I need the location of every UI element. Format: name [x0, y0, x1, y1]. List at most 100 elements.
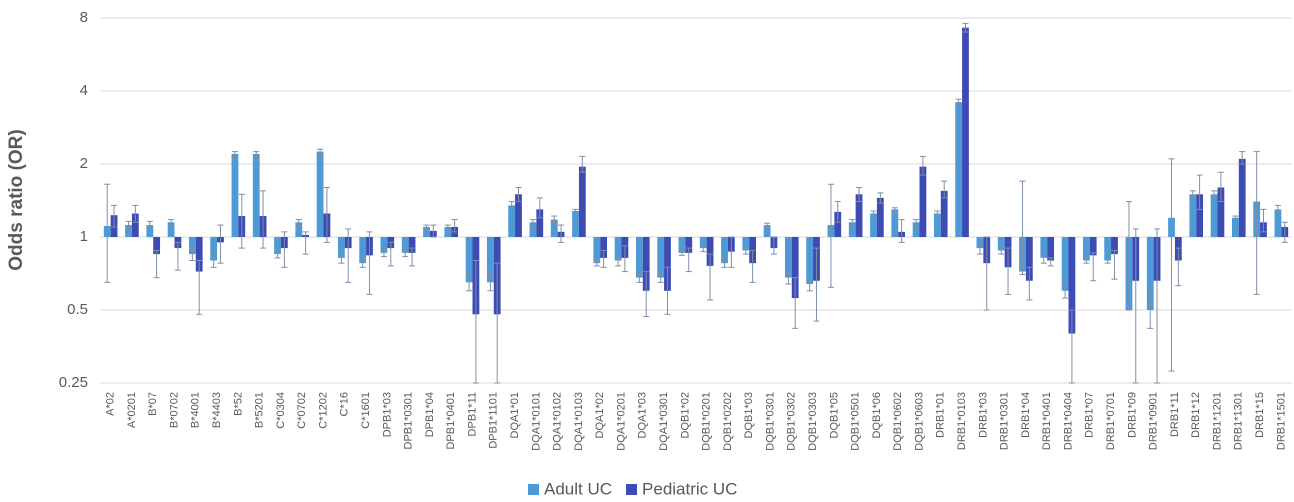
bar	[912, 222, 920, 237]
x-tick-label: DQB1*0202	[722, 392, 734, 451]
bar	[337, 237, 345, 258]
bar	[423, 226, 430, 237]
bar	[1082, 237, 1090, 261]
y-axis-label: Odds ratio (OR)	[6, 129, 27, 270]
x-tick-label: DPB1*1101	[488, 392, 500, 449]
x-tick-label: C*0702	[296, 392, 308, 429]
bar	[635, 237, 643, 278]
y-tick-label: 0.5	[67, 301, 88, 318]
x-tick-label: DPB1*0301	[403, 392, 415, 450]
x-tick-label: DQA1*0201	[615, 392, 627, 451]
x-tick-label: DRB1*04	[1020, 392, 1032, 438]
bar	[642, 237, 650, 291]
y-tick-label: 0.25	[59, 374, 88, 391]
bar	[1040, 237, 1048, 258]
x-tick-label: B*07	[147, 392, 159, 416]
x-tick-label: DQB1*06	[871, 392, 883, 438]
bar	[578, 166, 586, 237]
bar	[167, 222, 175, 237]
bar	[231, 153, 239, 237]
bar	[1104, 237, 1112, 261]
x-tick-label: B*0702	[168, 392, 180, 428]
bar	[1047, 237, 1055, 261]
y-tick-label: 4	[80, 82, 88, 99]
x-tick-label: DRB1*09	[1126, 392, 1138, 438]
x-tick-label: DPB1*11	[466, 392, 478, 436]
x-tick-label: DQA1*0301	[658, 392, 670, 451]
bar	[806, 237, 814, 285]
bar	[940, 190, 948, 237]
bar	[664, 237, 671, 291]
x-tick-label: DRB1*01	[935, 392, 947, 438]
bar	[295, 222, 303, 237]
x-tick-label: DRB1*0701	[1105, 392, 1117, 450]
x-tick-label: DQB1*0603	[913, 392, 925, 451]
bar	[1111, 237, 1118, 255]
bar	[685, 237, 693, 253]
bar	[380, 237, 388, 253]
bar	[1274, 209, 1282, 237]
bar	[515, 194, 522, 237]
bar	[146, 225, 154, 237]
bar	[1025, 237, 1033, 281]
bar	[876, 197, 884, 237]
x-tick-label: DQB1*0301	[764, 392, 776, 451]
bar	[855, 194, 863, 237]
x-tick-label: DRB1*03	[977, 392, 989, 438]
x-tick-label: DQA1*02	[594, 392, 606, 438]
bar	[1231, 217, 1239, 237]
bar	[955, 102, 963, 238]
bar	[1061, 237, 1069, 291]
bar	[997, 237, 1005, 251]
x-tick-label: B*4001	[190, 392, 202, 428]
bar	[125, 225, 132, 237]
bar	[529, 222, 537, 237]
bar	[763, 225, 771, 237]
x-tick-label: DQB1*03	[743, 392, 755, 438]
bar	[593, 237, 601, 264]
x-tick-label: DQB1*05	[828, 392, 840, 438]
bar	[316, 151, 324, 237]
bar	[706, 237, 714, 266]
x-tick-label: DRB1*0103	[956, 392, 968, 450]
bar	[1238, 158, 1246, 237]
bar	[1146, 237, 1154, 310]
bar	[614, 237, 622, 261]
x-tick-label: DQA1*01	[509, 392, 521, 438]
bar	[791, 237, 799, 299]
bar	[465, 237, 473, 283]
bar	[1217, 187, 1225, 237]
bar	[408, 237, 416, 253]
x-tick-label: DQB1*0303	[807, 392, 819, 451]
x-tick-label: B*5201	[254, 392, 266, 428]
bar	[678, 237, 686, 253]
x-tick-label: C*0304	[275, 392, 287, 429]
x-tick-label: DQA1*0103	[573, 392, 585, 451]
x-tick-label: C*16	[339, 392, 351, 416]
x-tick-label: C*1601	[360, 392, 372, 429]
x-tick-label: DRB1*07	[1084, 392, 1096, 438]
x-tick-label: DQA1*0102	[552, 392, 564, 451]
bar	[210, 237, 218, 261]
bar	[359, 237, 367, 264]
bar	[550, 219, 558, 237]
legend-swatch	[626, 484, 638, 495]
legend-label: Pediatric UC	[642, 479, 737, 498]
x-tick-label: DRB1*11	[1169, 392, 1181, 437]
bar	[444, 226, 452, 237]
bar	[870, 213, 877, 237]
bar	[1189, 194, 1197, 237]
x-tick-label: DQB1*02	[679, 392, 691, 438]
x-tick-label: DQA1*0101	[530, 392, 542, 451]
x-tick-label: DRB1*1201	[1211, 392, 1223, 450]
bar	[536, 209, 544, 237]
x-tick-label: DRB1*0401	[1041, 392, 1053, 450]
bar	[1068, 237, 1076, 334]
y-tick-label: 8	[80, 9, 88, 26]
bar	[188, 237, 196, 255]
x-tick-label: DQB1*0302	[786, 392, 798, 451]
x-tick-label: B*52	[232, 392, 244, 416]
x-tick-label: DQB1*0201	[701, 392, 713, 451]
bar	[962, 27, 969, 238]
